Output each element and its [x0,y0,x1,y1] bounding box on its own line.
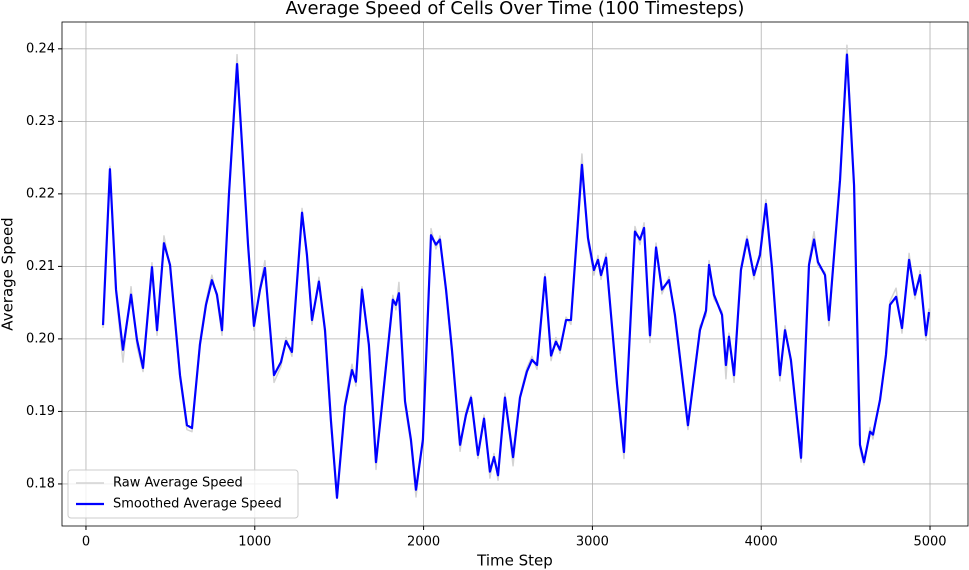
y-tick-label: 0.22 [26,186,55,201]
legend-box [67,469,299,519]
legend: Raw Average Speed Smoothed Average Speed [67,469,299,519]
y-tick-label: 0.24 [26,41,55,56]
plot-frame [61,21,969,527]
x-tick-label: 2000 [407,535,440,550]
chart-title: Average Speed of Cells Over Time (100 Ti… [286,0,745,19]
y-tick-label: 0.19 [26,404,55,419]
x-tick-label: 1000 [238,535,271,550]
x-tick-label: 0 [82,535,90,550]
y-tick-label: 0.20 [26,331,55,346]
x-tick-label: 4000 [745,535,778,550]
y-tick-label: 0.18 [26,476,55,491]
legend-label: Raw Average Speed [113,476,243,491]
x-tick-label: 5000 [913,535,946,550]
y-axis-label: Average Speed [0,217,17,330]
x-tick-label: 3000 [576,535,609,550]
x-axis-label: Time Step [476,552,553,570]
legend-label: Smoothed Average Speed [113,497,282,512]
y-tick-label: 0.23 [26,114,55,129]
series-line [101,53,931,499]
y-tick-label: 0.21 [26,259,55,274]
